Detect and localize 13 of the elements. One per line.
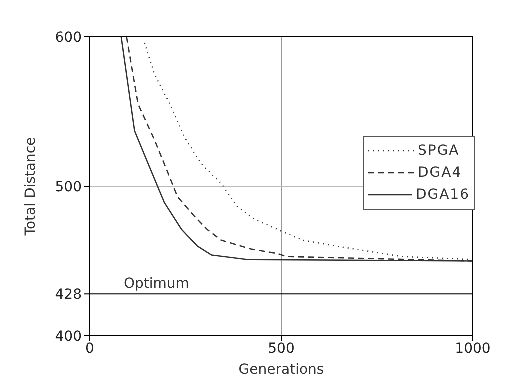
y-tick-label: 500 bbox=[55, 179, 82, 196]
legend-label: DGA16 bbox=[416, 186, 470, 205]
y-tick-label: 600 bbox=[55, 30, 82, 46]
y-tick-label: 428 bbox=[55, 287, 82, 304]
x-tick-label: 0 bbox=[86, 340, 94, 357]
legend-label: SPGA bbox=[418, 142, 460, 161]
x-axis-title: Generations bbox=[238, 362, 324, 378]
y-axis-title: Total Distance bbox=[22, 137, 39, 237]
x-tick-label: 500 bbox=[268, 340, 295, 357]
x-tick-label: 1000 bbox=[455, 340, 491, 357]
legend-label: DGA4 bbox=[418, 164, 462, 183]
y-tick-label: 400 bbox=[55, 328, 82, 345]
ref-line-label: Optimum bbox=[124, 276, 190, 292]
